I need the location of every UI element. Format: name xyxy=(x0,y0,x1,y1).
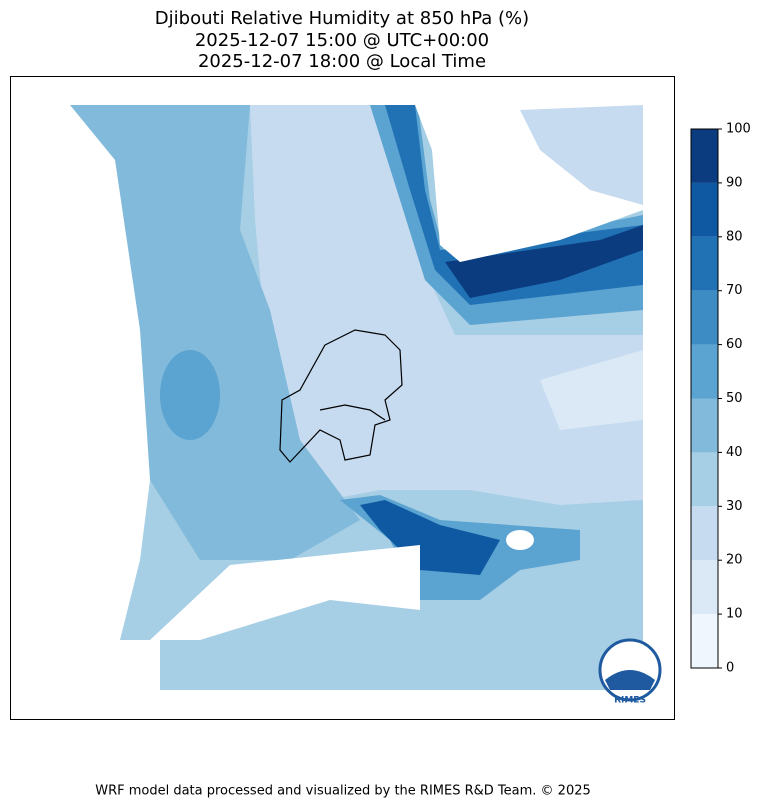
tick-label: 20 xyxy=(726,553,743,568)
tick-label: 70 xyxy=(726,283,743,298)
no-data xyxy=(40,640,160,690)
map-frame xyxy=(10,76,675,720)
field xyxy=(520,105,643,205)
colorbar-bin xyxy=(691,560,718,615)
colorbar-bin xyxy=(691,236,718,291)
tick-label: 100 xyxy=(726,122,751,137)
tick-label: 30 xyxy=(726,499,743,514)
field xyxy=(160,350,220,440)
title-line: 2025-12-07 18:00 @ Local Time xyxy=(198,51,486,72)
colorbar-bin xyxy=(691,398,718,453)
colorbar-bin xyxy=(691,506,718,561)
field xyxy=(360,500,500,575)
colorbar: 0 10 20 30 40 50 60 70 80 90 100 xyxy=(690,122,751,676)
title-line: Djibouti Relative Humidity at 850 hPa (%… xyxy=(155,8,529,29)
colorbar-bin xyxy=(691,344,718,399)
logo-text: RIMES xyxy=(614,696,646,706)
colorbar-bin xyxy=(691,129,718,183)
colorbar-bin xyxy=(691,182,718,237)
tick-label: 10 xyxy=(726,607,743,622)
colorbar-bin xyxy=(691,290,718,345)
field xyxy=(70,105,360,560)
field xyxy=(250,105,643,505)
footer: WRF model data processed and visualized … xyxy=(95,784,591,799)
tick-label: 60 xyxy=(726,337,743,352)
title-line: 2025-12-07 15:00 @ UTC+00:00 xyxy=(195,30,489,51)
tick-label: 40 xyxy=(726,445,743,460)
country-boundary xyxy=(279,329,403,463)
no-data xyxy=(506,530,534,550)
field xyxy=(445,225,643,298)
map: RIMES xyxy=(10,76,675,720)
no-data xyxy=(150,545,420,640)
field xyxy=(540,350,643,430)
tick-label: 90 xyxy=(726,175,743,190)
colorbar-bin xyxy=(691,452,718,507)
logo xyxy=(605,670,655,690)
tick-label: 50 xyxy=(726,391,743,406)
tick-label: 0 xyxy=(726,661,734,676)
tick-label: 80 xyxy=(726,229,743,244)
no-data xyxy=(40,105,150,640)
colorbar-bin xyxy=(691,614,718,668)
